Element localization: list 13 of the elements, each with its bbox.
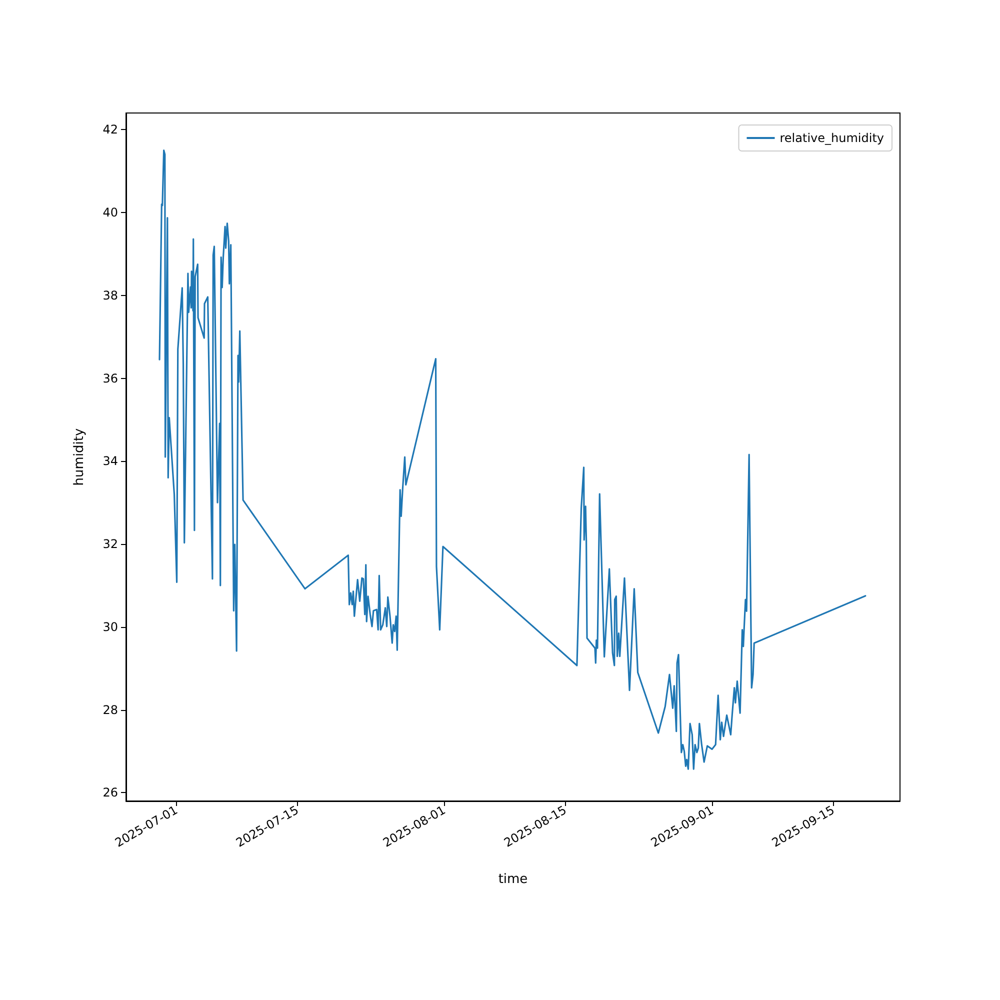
line-series [158,150,866,770]
y-axis-title: humidity [72,428,87,486]
y-tick-label: 26 [102,786,118,800]
y-tick-label: 38 [102,288,118,302]
y-tick-label: 34 [102,454,118,468]
y-tick-label: 28 [102,702,118,717]
x-axis-title: time [498,872,528,887]
y-tick-label: 32 [102,537,118,552]
y-tick-label: 30 [102,620,118,634]
y-tick-label: 40 [102,205,118,220]
legend-label: relative_humidity [780,131,884,145]
y-tick-label: 36 [102,371,118,386]
y-tick-label: 42 [102,122,118,137]
